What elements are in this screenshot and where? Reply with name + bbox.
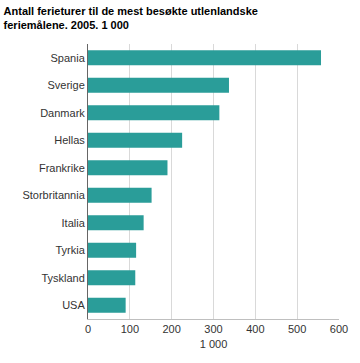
svg-text:0: 0 bbox=[85, 323, 91, 335]
svg-text:Antall ferieturer til de mest: Antall ferieturer til de mest besøkte ut… bbox=[4, 5, 258, 31]
svg-text:Danmark: Danmark bbox=[40, 107, 85, 119]
svg-text:Storbritannia: Storbritannia bbox=[22, 189, 85, 201]
svg-text:600: 600 bbox=[330, 323, 348, 335]
svg-text:Spania: Spania bbox=[51, 52, 86, 64]
svg-text:Frankrike: Frankrike bbox=[39, 162, 85, 174]
svg-text:300: 300 bbox=[204, 323, 222, 335]
svg-text:Italia: Italia bbox=[62, 217, 86, 229]
svg-text:400: 400 bbox=[246, 323, 264, 335]
svg-text:1 000: 1 000 bbox=[200, 338, 228, 350]
svg-text:100: 100 bbox=[121, 323, 139, 335]
svg-text:Tyrkia: Tyrkia bbox=[55, 244, 85, 256]
svg-text:Tyskland: Tyskland bbox=[41, 272, 84, 284]
svg-text:Sverige: Sverige bbox=[48, 79, 85, 91]
svg-text:500: 500 bbox=[288, 323, 306, 335]
svg-text:Hellas: Hellas bbox=[54, 134, 85, 146]
svg-text:USA: USA bbox=[62, 299, 85, 311]
svg-text:200: 200 bbox=[162, 323, 180, 335]
